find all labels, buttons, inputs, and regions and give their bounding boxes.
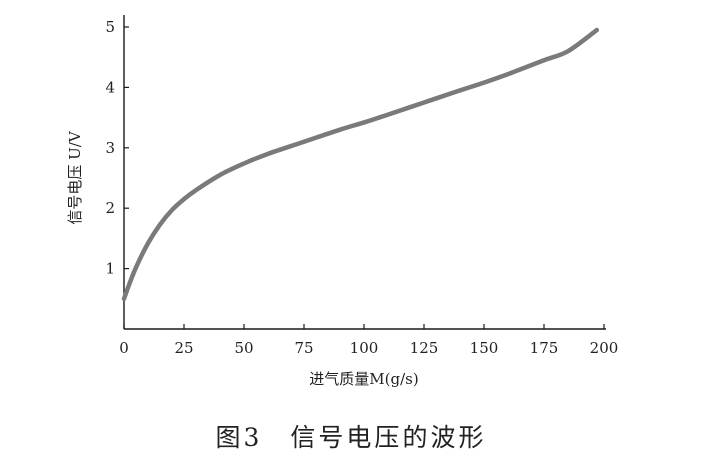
x-tick-label: 125 — [410, 339, 439, 357]
y-axis-title: 信号电压 U/V — [66, 130, 84, 224]
plot-area: 0 25 50 75 100 125 150 175 200 1 2 3 4 5 — [105, 15, 618, 357]
x-tick-label: 75 — [294, 339, 313, 357]
x-tick-label: 200 — [590, 339, 619, 357]
x-tick-label: 0 — [119, 339, 129, 357]
x-tick-label: 100 — [350, 339, 379, 357]
x-tick-label: 175 — [530, 339, 559, 357]
y-tick-label: 5 — [105, 18, 115, 36]
y-tick-label: 1 — [105, 260, 115, 278]
y-tick-label: 4 — [105, 78, 115, 96]
x-axis-title: 进气质量M(g/s) — [309, 370, 418, 388]
series-line — [121, 27, 600, 302]
y-tick-label: 2 — [105, 199, 115, 217]
figure-caption: 图3 信号电压的波形 — [215, 423, 487, 452]
x-tick-label: 50 — [234, 339, 253, 357]
x-tick-label: 150 — [470, 339, 499, 357]
y-tick-label: 3 — [105, 139, 115, 157]
x-tick-label: 25 — [174, 339, 193, 357]
